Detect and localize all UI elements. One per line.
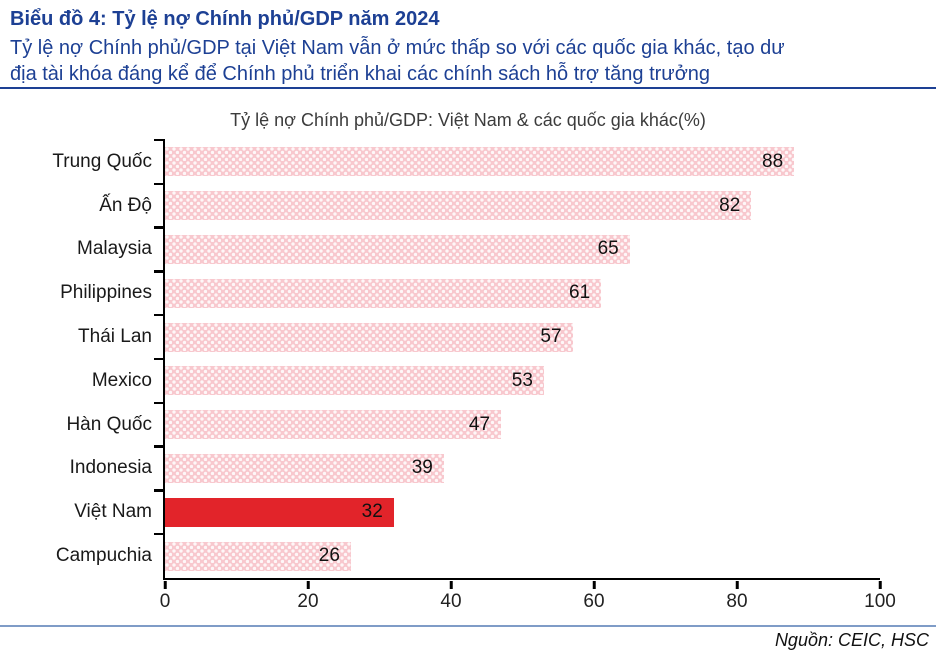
bar-row: Ấn Độ 82 <box>99 184 880 228</box>
category-label: Trung Quốc <box>52 150 152 172</box>
y-axis-tick <box>154 445 165 448</box>
y-axis-tick <box>154 357 165 361</box>
figure-title: Biểu đồ 4: Tỷ lệ nợ Chính phủ/GDP năm 20… <box>10 8 440 30</box>
bar-row: Việt Nam 32 <box>74 490 880 534</box>
bar-value-label: 65 <box>597 238 619 260</box>
x-axis-tick-label: 40 <box>440 591 462 612</box>
figure-subtitle-line1: Tỷ lệ nợ Chính phủ/GDP tại Việt Nam vẫn … <box>10 37 785 59</box>
x-axis-tick <box>163 581 167 589</box>
source-note: Nguồn: CEIC, HSC <box>774 630 929 650</box>
bar: 82 <box>165 191 752 221</box>
y-axis-tick <box>154 532 165 536</box>
bar-value-label: 39 <box>411 457 433 479</box>
bar-row: Trung Quốc 88 <box>52 140 880 184</box>
bar: 53 <box>165 366 544 396</box>
header: Biểu đồ 4: Tỷ lệ nợ Chính phủ/GDP năm 20… <box>10 6 932 87</box>
figure-subtitle-line2: địa tài khóa đáng kể để Chính phủ triển … <box>10 63 711 85</box>
bar-row: Thái Lan 57 <box>78 315 880 359</box>
chart-plot-area: Trung Quốc 88 Ấn Độ 82 Malaysia 65 Philippines… <box>52 138 896 612</box>
x-axis-tick <box>735 581 739 589</box>
y-axis-tick <box>154 313 165 317</box>
bar-value-label: 47 <box>468 413 491 435</box>
bar-row: Philippines 61 <box>60 271 880 315</box>
bar-row: Hàn Quốc 47 <box>66 403 880 447</box>
x-axis-tick <box>592 581 596 589</box>
bar: 88 <box>165 147 795 177</box>
y-axis-tick <box>154 401 165 405</box>
bar-value-label: 26 <box>318 545 340 567</box>
category-label: Thái Lan <box>78 326 152 348</box>
category-label: Campuchia <box>55 545 152 567</box>
bar: 39 <box>165 453 444 483</box>
category-label: Malaysia <box>77 238 152 260</box>
x-axis-tick-label: 60 <box>583 591 605 612</box>
y-axis-tick <box>154 182 165 186</box>
bars-container: Trung Quốc 88 Ấn Độ 82 Malaysia 65 Philippines… <box>52 140 880 578</box>
x-axis-tick <box>306 581 310 589</box>
bar-value-label: 88 <box>762 150 784 172</box>
x-axis-tick-label: 0 <box>159 591 171 612</box>
x-axis-tick-label: 80 <box>726 591 748 612</box>
category-label: Mexico <box>91 369 152 391</box>
bar-value-label: 57 <box>540 326 562 348</box>
header-divider <box>0 87 936 89</box>
bar-row: Indonesia 39 <box>70 447 880 491</box>
chart-title: Tỷ lệ nợ Chính phủ/GDP: Việt Nam & các q… <box>230 110 706 130</box>
figure-subtitle: Tỷ lệ nợ Chính phủ/GDP tại Việt Nam vẫn … <box>10 35 932 87</box>
y-axis-tick <box>154 138 165 142</box>
bar: 26 <box>165 541 351 571</box>
category-label: Hàn Quốc <box>66 413 152 435</box>
category-label: Indonesia <box>69 457 152 479</box>
bar-value-label: 82 <box>719 194 741 216</box>
bar-value-label: 53 <box>511 369 533 391</box>
category-label: Philippines <box>60 282 152 304</box>
bar: 57 <box>165 322 573 352</box>
bar: 65 <box>165 234 630 264</box>
x-axis-tick-label: 100 <box>864 591 896 612</box>
y-axis-tick <box>154 489 165 492</box>
y-axis-tick <box>154 226 165 229</box>
category-label: Việt Nam <box>74 501 152 523</box>
bar-row: Malaysia 65 <box>77 228 880 272</box>
x-axis-tick <box>449 581 453 589</box>
bar-row: Mexico 53 <box>92 359 880 403</box>
bar: 61 <box>165 278 602 308</box>
bar-row: Campuchia 26 <box>56 534 880 578</box>
x-axis-tick <box>878 581 882 589</box>
x-axis-tick-label: 20 <box>297 591 319 612</box>
bar-value-label: 61 <box>569 282 591 304</box>
footer-divider <box>0 625 936 627</box>
bar-vietnam-highlight: 32 <box>165 497 394 527</box>
bar-value-label: 32 <box>361 501 383 523</box>
bar: 47 <box>165 410 502 440</box>
y-axis-tick <box>154 270 165 273</box>
category-label: Ấn Độ <box>99 194 152 216</box>
